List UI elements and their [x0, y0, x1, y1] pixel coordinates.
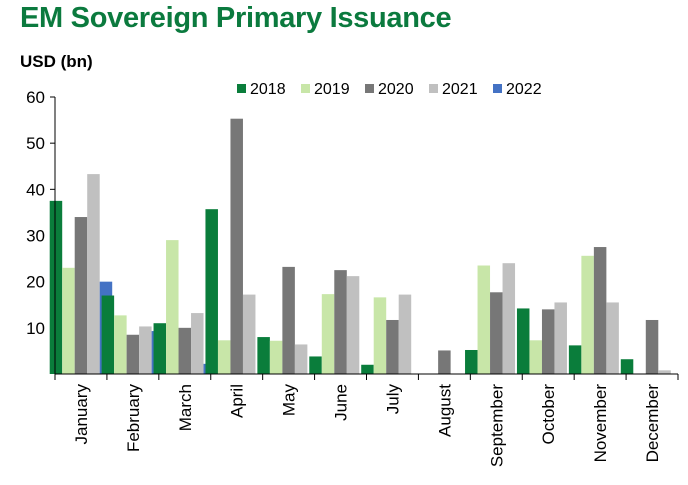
bar-2020-march	[178, 327, 192, 374]
bar-2021-july	[398, 294, 412, 374]
bar-2021-january	[87, 174, 100, 374]
legend-swatch-2022	[493, 84, 502, 93]
axes	[54, 97, 679, 380]
bar-2019-june	[321, 294, 335, 374]
x-tick-label-may: May	[280, 384, 299, 417]
bar-2021-november	[606, 302, 619, 374]
x-tick-label-january: January	[72, 384, 91, 445]
bar-2019-april	[217, 340, 231, 374]
x-tick-label-april: April	[228, 384, 247, 418]
bar-2019-march	[166, 240, 179, 374]
bar-2019-september	[477, 265, 491, 374]
bar-2018-december	[620, 359, 634, 374]
bar-2018-january	[49, 200, 63, 374]
bar-2021-may	[294, 344, 308, 374]
legend-swatch-2019	[301, 84, 310, 93]
y-tick-label-30: 30	[26, 227, 45, 246]
x-tick-label-october: October	[539, 384, 558, 445]
legend-swatch-2020	[365, 84, 374, 93]
bar-2020-may	[282, 266, 295, 374]
legend-label-2019: 2019	[314, 81, 350, 98]
bar-2018-november	[568, 345, 582, 374]
y-tick-label-50: 50	[26, 134, 45, 153]
x-tick-label-february: February	[124, 384, 143, 453]
bar-2018-september	[465, 349, 478, 374]
bar-2019-may	[269, 340, 283, 374]
bar-2020-september	[490, 292, 503, 374]
bar-2021-december	[658, 370, 671, 374]
bar-2018-april	[205, 209, 218, 374]
bar-2018-june	[309, 356, 322, 374]
chart-title: EM Sovereign Primary Issuance	[20, 2, 452, 34]
legend: 2018 2019 2020 2021 2022	[237, 81, 542, 98]
x-tick-label-december: December	[643, 384, 662, 463]
x-tick-label-september: September	[487, 384, 506, 467]
bar-2021-february	[139, 326, 152, 374]
bar-2021-june	[346, 276, 360, 374]
bar-2020-december	[645, 319, 659, 374]
bars	[49, 118, 671, 374]
bar-2021-march	[191, 313, 204, 374]
bar-2018-july	[361, 364, 374, 374]
legend-label-2022: 2022	[506, 81, 542, 98]
legend-label-2018: 2018	[250, 81, 286, 98]
bar-2020-october	[541, 309, 555, 374]
legend-swatch-2018	[237, 84, 246, 93]
bar-2018-may	[257, 337, 270, 374]
y-axis-label: USD (bn)	[20, 52, 93, 71]
y-tick-label-10: 10	[26, 319, 45, 338]
y-axis-ticks: 10 20 30 40 50 60	[26, 88, 55, 338]
x-axis-labels: January February March April May June July Augu…	[72, 384, 662, 468]
bar-2018-february	[101, 295, 115, 374]
x-tick-label-july: July	[383, 384, 402, 415]
legend-label-2021: 2021	[442, 81, 478, 98]
y-tick-label-20: 20	[26, 273, 45, 292]
legend-swatch-2021	[429, 84, 438, 93]
bar-2019-july	[373, 297, 387, 374]
bar-2021-october	[554, 302, 567, 374]
y-tick-label-60: 60	[26, 88, 45, 107]
x-tick-label-june: June	[332, 384, 351, 421]
bar-2021-april	[242, 294, 256, 374]
x-tick-label-november: November	[591, 384, 610, 463]
x-tick-label-march: March	[176, 384, 195, 431]
bar-2020-july	[386, 319, 399, 374]
bar-2020-june	[334, 270, 347, 374]
bar-2021-september	[502, 263, 516, 374]
bar-2020-april	[230, 118, 243, 374]
bar-2020-november	[593, 247, 607, 374]
bar-2019-february	[114, 315, 127, 374]
bar-2018-october	[516, 308, 530, 374]
y-tick-label-40: 40	[26, 180, 45, 199]
x-tick-label-august: August	[435, 384, 454, 437]
bar-2020-august	[438, 350, 451, 374]
bar-2020-february	[126, 334, 140, 374]
bar-2019-november	[581, 255, 594, 374]
bar-2020-january	[74, 217, 88, 374]
legend-label-2020: 2020	[378, 81, 414, 98]
bar-2019-january	[62, 267, 75, 374]
bar-2018-march	[153, 323, 167, 374]
bar-2019-october	[529, 340, 542, 374]
